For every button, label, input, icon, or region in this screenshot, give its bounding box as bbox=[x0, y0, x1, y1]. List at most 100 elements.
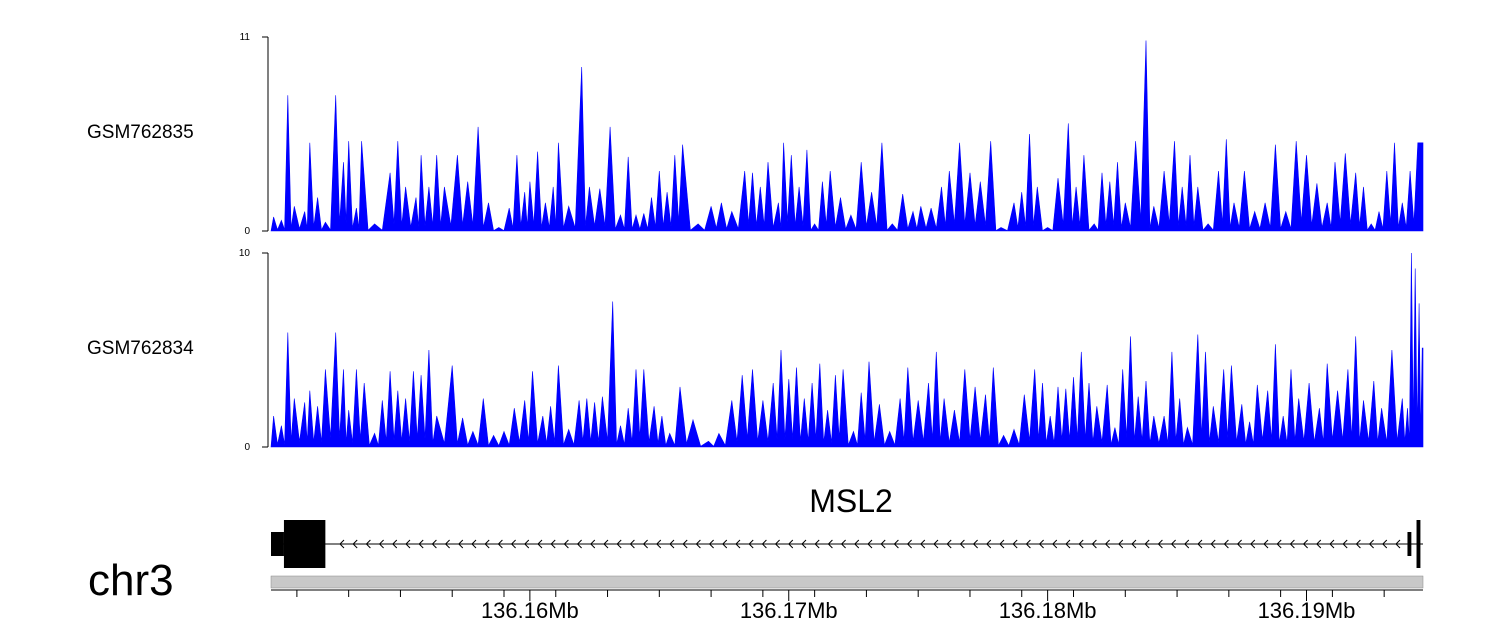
strand-chevron bbox=[999, 539, 1005, 549]
x-tick-label: 136.18Mb bbox=[999, 598, 1097, 623]
strand-chevron bbox=[510, 539, 516, 549]
y-tick-label-max-1: 10 bbox=[239, 248, 251, 259]
exon-cds-3 bbox=[1416, 520, 1421, 568]
strand-chevron bbox=[893, 539, 899, 549]
strand-chevron bbox=[629, 539, 635, 549]
strand-chevron bbox=[1250, 539, 1256, 549]
strand-chevron bbox=[418, 539, 424, 549]
strand-chevron bbox=[1276, 539, 1282, 549]
y-tick-label-min-1: 0 bbox=[244, 442, 250, 453]
strand-chevron bbox=[1118, 539, 1124, 549]
strand-chevron bbox=[972, 539, 978, 549]
strand-chevron bbox=[1065, 539, 1071, 549]
strand-chevron bbox=[801, 539, 807, 549]
strand-chevron bbox=[405, 539, 411, 549]
strand-chevron bbox=[854, 539, 860, 549]
strand-chevron bbox=[1302, 539, 1308, 549]
strand-chevron bbox=[867, 539, 873, 549]
strand-chevron bbox=[748, 539, 754, 549]
strand-chevron bbox=[1170, 539, 1176, 549]
strand-chevron bbox=[471, 539, 477, 549]
exon-utr-0 bbox=[271, 532, 284, 556]
strand-chevron bbox=[1157, 539, 1163, 549]
track-label-gsm762834: GSM762834 bbox=[87, 338, 194, 359]
strand-chevron bbox=[1329, 539, 1335, 549]
strand-chevron bbox=[1355, 539, 1361, 549]
strand-chevron bbox=[576, 539, 582, 549]
coverage-area-gsm762835 bbox=[270, 40, 1424, 232]
strand-chevron bbox=[392, 539, 398, 549]
strand-chevron bbox=[1236, 539, 1242, 549]
coverage-area-gsm762834 bbox=[270, 252, 1424, 448]
strand-chevron bbox=[840, 539, 846, 549]
strand-chevron bbox=[1263, 539, 1269, 549]
strand-chevron bbox=[656, 539, 662, 549]
y-tick-label-max-0: 11 bbox=[240, 32, 251, 43]
strand-chevron bbox=[1316, 539, 1322, 549]
x-tick-label: 136.16Mb bbox=[481, 598, 579, 623]
gene-label: MSL2 bbox=[809, 483, 893, 519]
strand-chevron bbox=[524, 539, 530, 549]
chromosome-bar bbox=[270, 575, 1424, 589]
strand-chevron bbox=[1382, 539, 1388, 549]
strand-chevron bbox=[1395, 539, 1401, 549]
strand-chevron bbox=[880, 539, 886, 549]
exon-utr-2 bbox=[1407, 532, 1412, 556]
strand-chevron bbox=[352, 539, 358, 549]
x-tick-label: 136.17Mb bbox=[740, 598, 838, 623]
strand-chevron bbox=[695, 539, 701, 549]
strand-chevron bbox=[1289, 539, 1295, 549]
strand-chevron bbox=[906, 539, 912, 549]
strand-chevron bbox=[642, 539, 648, 549]
strand-chevron bbox=[1091, 539, 1097, 549]
strand-chevron bbox=[444, 539, 450, 549]
strand-chevron bbox=[590, 539, 596, 549]
strand-chevron bbox=[827, 539, 833, 549]
strand-chevron bbox=[1038, 539, 1044, 549]
strand-chevron bbox=[722, 539, 728, 549]
strand-chevron bbox=[708, 539, 714, 549]
strand-chevron bbox=[788, 539, 794, 549]
strand-chevron bbox=[484, 539, 490, 549]
strand-chevron bbox=[497, 539, 503, 549]
strand-chevron bbox=[1342, 539, 1348, 549]
strand-chevron bbox=[1197, 539, 1203, 549]
strand-chevron bbox=[603, 539, 609, 549]
strand-chevron bbox=[1104, 539, 1110, 549]
strand-chevron bbox=[682, 539, 688, 549]
strand-chevron bbox=[458, 539, 464, 549]
strand-chevron bbox=[761, 539, 767, 549]
strand-chevron bbox=[550, 539, 556, 549]
strand-chevron bbox=[537, 539, 543, 549]
strand-chevron bbox=[1144, 539, 1150, 549]
strand-chevron bbox=[946, 539, 952, 549]
track-label-gsm762835: GSM762835 bbox=[87, 122, 194, 143]
strand-chevron bbox=[774, 539, 780, 549]
strand-chevron bbox=[959, 539, 965, 549]
y-tick-label-min-0: 0 bbox=[244, 226, 250, 237]
strand-chevron bbox=[616, 539, 622, 549]
strand-chevron bbox=[1368, 539, 1374, 549]
strand-chevron bbox=[1052, 539, 1058, 549]
strand-chevron bbox=[339, 539, 345, 549]
strand-chevron bbox=[1131, 539, 1137, 549]
strand-chevron bbox=[735, 539, 741, 549]
strand-chevron bbox=[669, 539, 675, 549]
exon-cds-1 bbox=[283, 520, 326, 568]
strand-chevron bbox=[563, 539, 569, 549]
x-tick-label: 136.19Mb bbox=[1258, 598, 1356, 623]
strand-chevron bbox=[378, 539, 384, 549]
strand-chevron bbox=[920, 539, 926, 549]
strand-chevron bbox=[1210, 539, 1216, 549]
strand-chevron bbox=[1025, 539, 1031, 549]
strand-chevron bbox=[1078, 539, 1084, 549]
strand-chevron bbox=[933, 539, 939, 549]
strand-chevron bbox=[986, 539, 992, 549]
strand-chevron bbox=[365, 539, 371, 549]
strand-chevron bbox=[431, 539, 437, 549]
strand-chevron bbox=[814, 539, 820, 549]
strand-chevron bbox=[1223, 539, 1229, 549]
strand-chevron bbox=[1184, 539, 1190, 549]
chromosome-label: chr3 bbox=[88, 556, 174, 605]
